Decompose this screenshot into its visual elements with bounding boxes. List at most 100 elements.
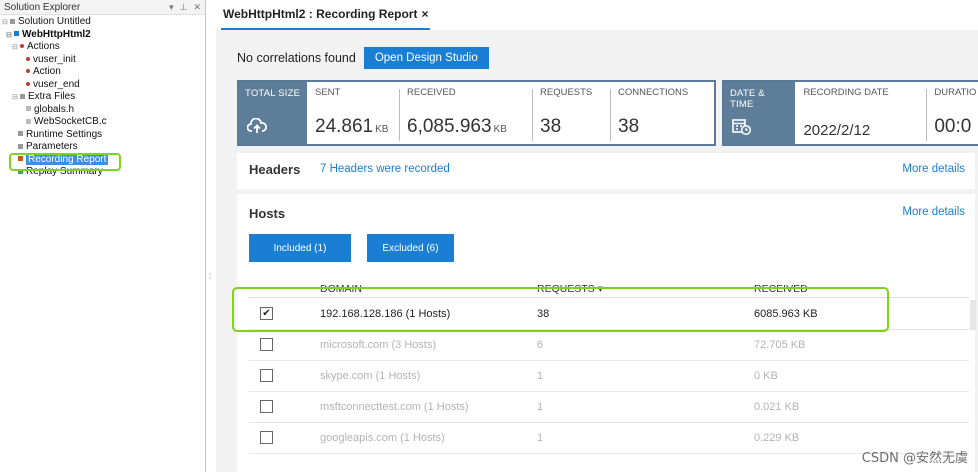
column-requests[interactable]: REQUESTS ▾	[537, 283, 603, 295]
stat-requests: REQUESTS 38	[532, 82, 610, 144]
column-label: REQUESTS	[537, 283, 595, 295]
summary-icon	[18, 168, 23, 174]
stat-received: RECEIVED 6,085.963 KB	[399, 82, 532, 144]
panel-splitter[interactable]: ⁞	[206, 0, 216, 472]
date-time-header: DATE & TIME	[724, 82, 796, 144]
tree-item-label: globals.h	[34, 103, 75, 115]
collapse-icon[interactable]: ⊟	[6, 31, 12, 39]
divider	[610, 89, 611, 141]
close-icon[interactable]: ✕	[193, 1, 201, 12]
dropdown-icon[interactable]: ▾	[169, 1, 174, 12]
row-checkbox[interactable]	[260, 431, 273, 444]
solution-explorer-header: Solution Explorer ▾ ⊥ ✕	[0, 0, 205, 15]
report-icon	[18, 156, 23, 162]
row-checkbox[interactable]	[260, 400, 273, 413]
excluded-filter-button[interactable]: Excluded (6)	[367, 234, 454, 262]
stat-label: SENT	[315, 87, 341, 98]
tab-recording-report[interactable]: WebHttpHtml2 : Recording Report ×	[221, 0, 431, 30]
column-received[interactable]: RECEIVED	[754, 283, 808, 295]
divider	[926, 89, 928, 141]
stat-value: 00:0	[934, 116, 972, 137]
tree-item-recording-report[interactable]: Recording Report	[0, 153, 205, 167]
row-checkbox[interactable]	[260, 369, 273, 382]
headers-summary-link[interactable]: 7 Headers were recorded	[320, 163, 450, 175]
row-checkbox[interactable]: ✔	[260, 307, 273, 320]
hosts-table-header: DOMAIN REQUESTS ▾ RECEIVED	[249, 278, 969, 298]
stat-unit: KB	[375, 124, 389, 135]
column-domain[interactable]: DOMAIN	[320, 283, 362, 295]
total-size-header: TOTAL SIZE	[239, 82, 307, 144]
hosts-more-details-link[interactable]: More details	[902, 206, 965, 218]
collapse-icon[interactable]: ⊟	[12, 94, 18, 101]
tab-bar: WebHttpHtml2 : Recording Report ×	[216, 0, 978, 30]
tab-title: WebHttpHtml2 : Recording Report	[223, 7, 418, 21]
table-row[interactable]: skype.com (1 Hosts) 1 0 KB	[249, 361, 969, 392]
row-domain: googleapis.com (1 Hosts)	[320, 432, 445, 444]
stat-label: REQUESTS	[540, 87, 593, 98]
solution-explorer-title: Solution Explorer	[4, 1, 81, 13]
tree-item-vuser-init[interactable]: vuser_init	[0, 54, 205, 67]
hosts-card: Hosts More details Included (1) Excluded…	[237, 194, 975, 472]
table-row[interactable]: msftconnecttest.com (1 Hosts) 1 0.021 KB	[249, 392, 969, 423]
stat-recording-date: RECORDING DATE 2022/2/12	[795, 82, 926, 144]
divider	[532, 89, 533, 141]
tree-item-replay-summary[interactable]: Replay Summary	[0, 166, 205, 179]
table-row[interactable]: ✔ 192.168.128.186 (1 Hosts) 38 6085.963 …	[249, 299, 969, 330]
tree-item-solution[interactable]: ⊟ Solution Untitled	[0, 16, 205, 29]
table-row[interactable]: microsoft.com (3 Hosts) 6 72.705 KB	[249, 330, 969, 361]
tree-item-globals[interactable]: globals.h	[0, 104, 205, 117]
settings-icon	[18, 131, 23, 137]
solution-tree: ⊟ Solution Untitled ⊟ WebHttpHtml2 ⊟ Action…	[0, 15, 205, 179]
tree-item-label: Replay Summary	[26, 166, 103, 177]
collapse-icon[interactable]: ⊟	[12, 44, 18, 51]
row-received: 6085.963 KB	[754, 308, 818, 320]
report-panel: WebHttpHtml2 : Recording Report × No corr…	[216, 0, 978, 472]
action-icon	[26, 69, 30, 74]
stats-strip: TOTAL SIZE SENT 24.861 KB RECEIVED 6,085.…	[237, 80, 978, 146]
row-received: 0.229 KB	[754, 432, 800, 444]
scrollbar[interactable]	[970, 300, 976, 330]
tree-item-runtime-settings[interactable]: Runtime Settings	[0, 129, 205, 142]
tree-item-label: vuser_init	[33, 53, 76, 65]
date-time-label: DATE & TIME	[730, 88, 765, 110]
tree-item-label: Runtime Settings	[26, 128, 103, 140]
parameters-icon	[18, 143, 23, 149]
sort-icon: ▾	[597, 283, 603, 295]
row-received: 72.705 KB	[754, 339, 806, 351]
solution-icon	[10, 18, 15, 24]
tree-item-websocketcb[interactable]: WebSocketCB.c	[0, 116, 205, 129]
row-received: 0.021 KB	[754, 401, 800, 413]
table-row[interactable]: googleapis.com (1 Hosts) 1 0.229 KB	[249, 423, 969, 454]
tree-item-actions[interactable]: ⊟ Actions	[0, 41, 205, 54]
stat-value: 38	[540, 116, 562, 137]
stat-unit: KB	[493, 124, 507, 135]
stat-label: CONNECTIONS	[618, 87, 689, 98]
tree-item-script[interactable]: ⊟ WebHttpHtml2	[0, 29, 205, 42]
highlight-annotation	[9, 153, 121, 171]
included-filter-button[interactable]: Included (1)	[249, 234, 351, 262]
row-requests: 6	[537, 339, 544, 351]
open-design-studio-button[interactable]: Open Design Studio	[363, 47, 489, 69]
cloud-upload-icon	[246, 117, 267, 139]
watermark: CSDN @安然无虞	[861, 451, 968, 466]
correlations-bar: No correlations found Open Design Studio	[237, 47, 489, 69]
divider	[399, 89, 400, 141]
row-domain: 192.168.128.186 (1 Hosts)	[320, 308, 451, 320]
collapse-icon[interactable]: ⊟	[2, 19, 8, 26]
tree-item-extra-files[interactable]: ⊟ Extra Files	[0, 91, 205, 104]
headers-more-details-link[interactable]: More details	[902, 163, 965, 175]
tree-item-parameters[interactable]: Parameters	[0, 141, 205, 154]
tree-item-action[interactable]: Action	[0, 66, 205, 79]
stat-label: RECEIVED	[407, 87, 456, 98]
tree-item-label: vuser_end	[33, 78, 80, 90]
tree-item-label: Action	[33, 66, 61, 77]
row-requests: 38	[537, 308, 550, 320]
row-checkbox[interactable]	[260, 338, 273, 351]
close-tab-icon[interactable]: ×	[421, 7, 429, 21]
stat-value: 24.861 KB	[315, 116, 388, 138]
stat-number: 6,085.963	[407, 116, 492, 137]
folder-icon	[20, 93, 25, 99]
pin-icon[interactable]: ⊥	[179, 1, 188, 12]
tree-item-vuser-end[interactable]: vuser_end	[0, 79, 205, 92]
file-icon	[26, 106, 31, 112]
